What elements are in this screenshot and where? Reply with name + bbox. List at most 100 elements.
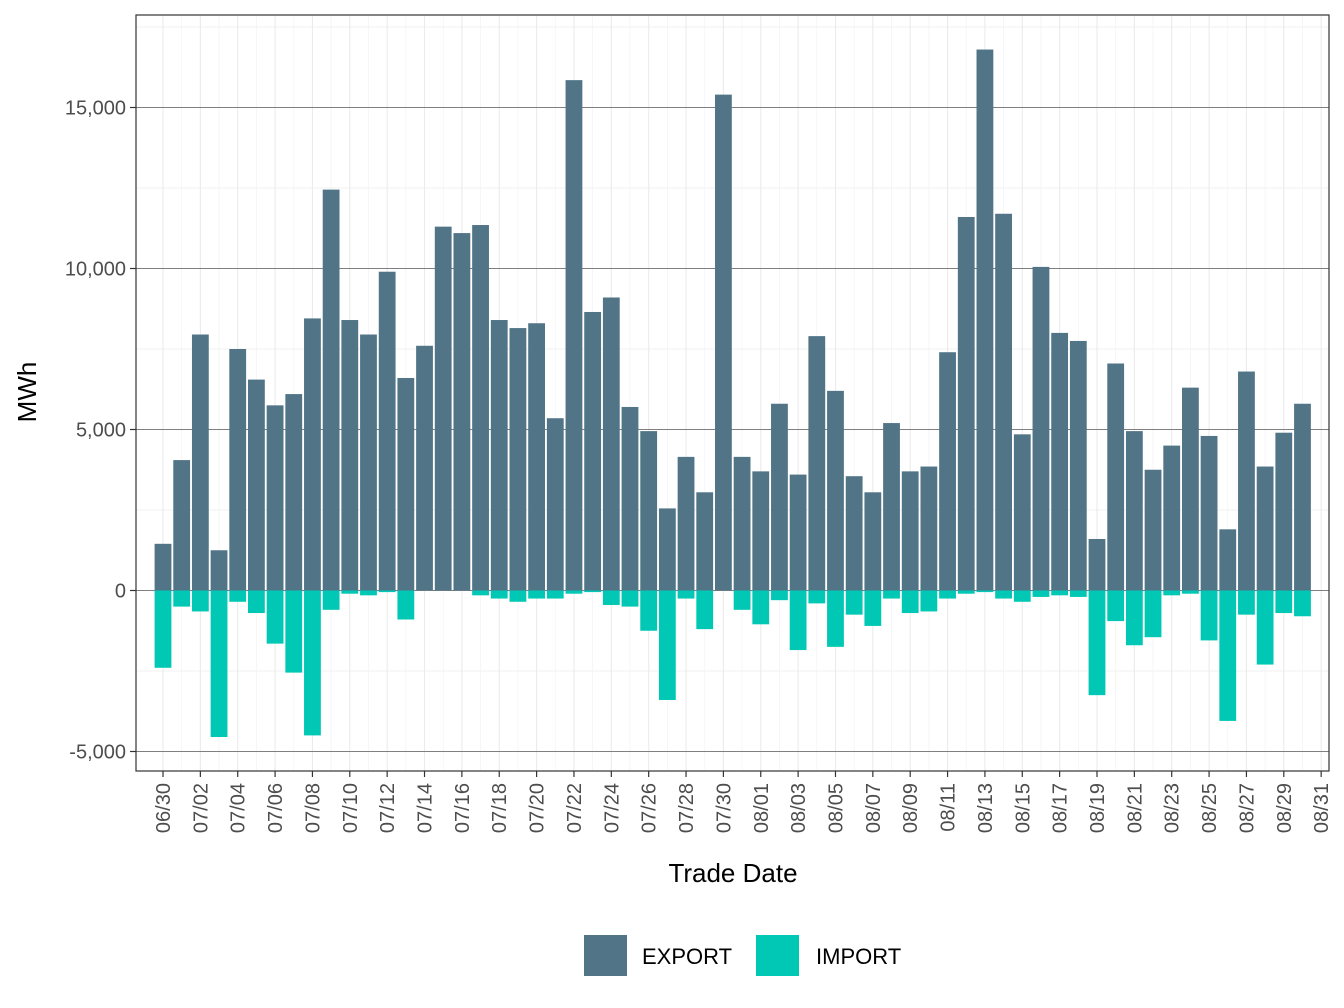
import-bar: [360, 590, 377, 596]
import-bar: [285, 590, 303, 673]
import-bar: [1294, 590, 1311, 617]
x-tick-label: 07/10: [340, 783, 362, 833]
import-bar: [154, 590, 172, 668]
import-legend-label: IMPORT: [816, 944, 901, 969]
export-bar: [509, 328, 527, 591]
import-bar: [1032, 590, 1050, 597]
export-bar: [210, 550, 228, 591]
x-tick-label: 08/21: [1124, 783, 1146, 833]
import-bar: [266, 590, 284, 644]
import-bar: [1200, 590, 1218, 641]
x-tick-label: 08/09: [900, 783, 922, 833]
import-bar: [472, 590, 489, 596]
import-bar: [191, 590, 209, 612]
x-tick-label: 07/20: [527, 783, 549, 833]
export-bar: [1182, 387, 1199, 591]
import-bar: [602, 590, 620, 605]
import-bar: [1125, 590, 1143, 646]
x-tick-label: 06/30: [153, 783, 175, 833]
x-axis-title: Trade Date: [668, 858, 797, 888]
x-tick-label: 07/16: [452, 783, 474, 833]
y-tick-label: 10,000: [65, 259, 126, 281]
x-tick-label: 07/08: [302, 783, 324, 833]
import-bar: [901, 590, 919, 614]
x-tick-label: 07/18: [489, 783, 511, 833]
export-legend-label: EXPORT: [642, 944, 732, 969]
x-tick-label: 08/31: [1311, 783, 1333, 833]
export-bar: [696, 492, 714, 591]
import-bar: [565, 590, 583, 594]
export-bar: [229, 349, 247, 591]
import-bar: [640, 590, 658, 631]
x-tick-label: 08/27: [1236, 783, 1258, 833]
import-bar: [957, 590, 975, 594]
import-bar: [546, 590, 564, 599]
import-bar: [864, 590, 882, 626]
x-tick-label: 07/28: [676, 783, 698, 833]
export-bar: [640, 431, 658, 591]
export-bar: [1238, 371, 1255, 591]
export-bar: [528, 323, 545, 591]
export-bar: [845, 476, 863, 591]
import-bar: [1144, 590, 1162, 638]
x-tick-label: 07/12: [377, 783, 399, 833]
import-bar: [210, 590, 228, 738]
export-bar: [453, 233, 471, 591]
import-bar: [173, 590, 191, 607]
import-bar: [808, 590, 826, 604]
import-bar: [1051, 590, 1069, 596]
import-bar: [1163, 590, 1181, 596]
x-tick-label: 07/30: [713, 783, 735, 833]
import-bar: [490, 590, 508, 599]
import-bar: [378, 590, 396, 593]
export-bar: [397, 377, 415, 591]
import-bar: [1238, 590, 1255, 615]
export-bar: [901, 471, 919, 591]
import-bar: [883, 590, 900, 599]
x-tick-label: 07/02: [190, 783, 212, 833]
import-bar: [752, 590, 770, 625]
x-tick-label: 08/03: [788, 783, 810, 833]
export-bar: [920, 466, 938, 591]
export-bar: [248, 379, 265, 591]
export-bar: [1013, 434, 1031, 591]
export-bar: [266, 405, 284, 591]
x-tick-label: 08/17: [1050, 783, 1072, 833]
import-bar: [976, 590, 994, 593]
export-bar: [490, 320, 508, 591]
x-tick-label: 07/26: [639, 783, 661, 833]
import-bar: [1256, 590, 1274, 665]
export-bar: [584, 311, 602, 591]
x-tick-label: 08/13: [975, 783, 997, 833]
export-bar: [789, 474, 807, 591]
export-bar: [154, 543, 172, 591]
export-bar: [715, 94, 732, 591]
export-bar: [191, 334, 209, 591]
export-bar: [883, 423, 900, 591]
export-bar: [1032, 266, 1050, 591]
panel-border: [135, 14, 1330, 772]
import-bar: [827, 590, 844, 647]
export-bar: [752, 471, 770, 591]
export-bar: [808, 336, 826, 591]
x-tick-label: 08/05: [825, 783, 847, 833]
export-bar: [1051, 332, 1069, 591]
export-bar: [285, 394, 303, 591]
export-bar: [976, 49, 994, 591]
export-bar: [546, 418, 564, 591]
import-bar: [1088, 590, 1106, 696]
export-bar: [1069, 340, 1087, 591]
import-bar: [995, 590, 1012, 599]
import-bar: [341, 590, 359, 594]
import-legend-key: [756, 935, 799, 976]
export-bar: [565, 80, 583, 591]
x-tick-label: 08/29: [1274, 783, 1296, 833]
x-tick-label: 08/23: [1162, 783, 1184, 833]
export-bar: [416, 345, 433, 591]
export-bar: [733, 456, 751, 591]
export-bar: [771, 403, 788, 591]
export-bar: [472, 225, 489, 591]
y-tick-label: 0: [115, 581, 126, 603]
export-bar: [1107, 363, 1125, 591]
import-bar: [248, 590, 265, 614]
